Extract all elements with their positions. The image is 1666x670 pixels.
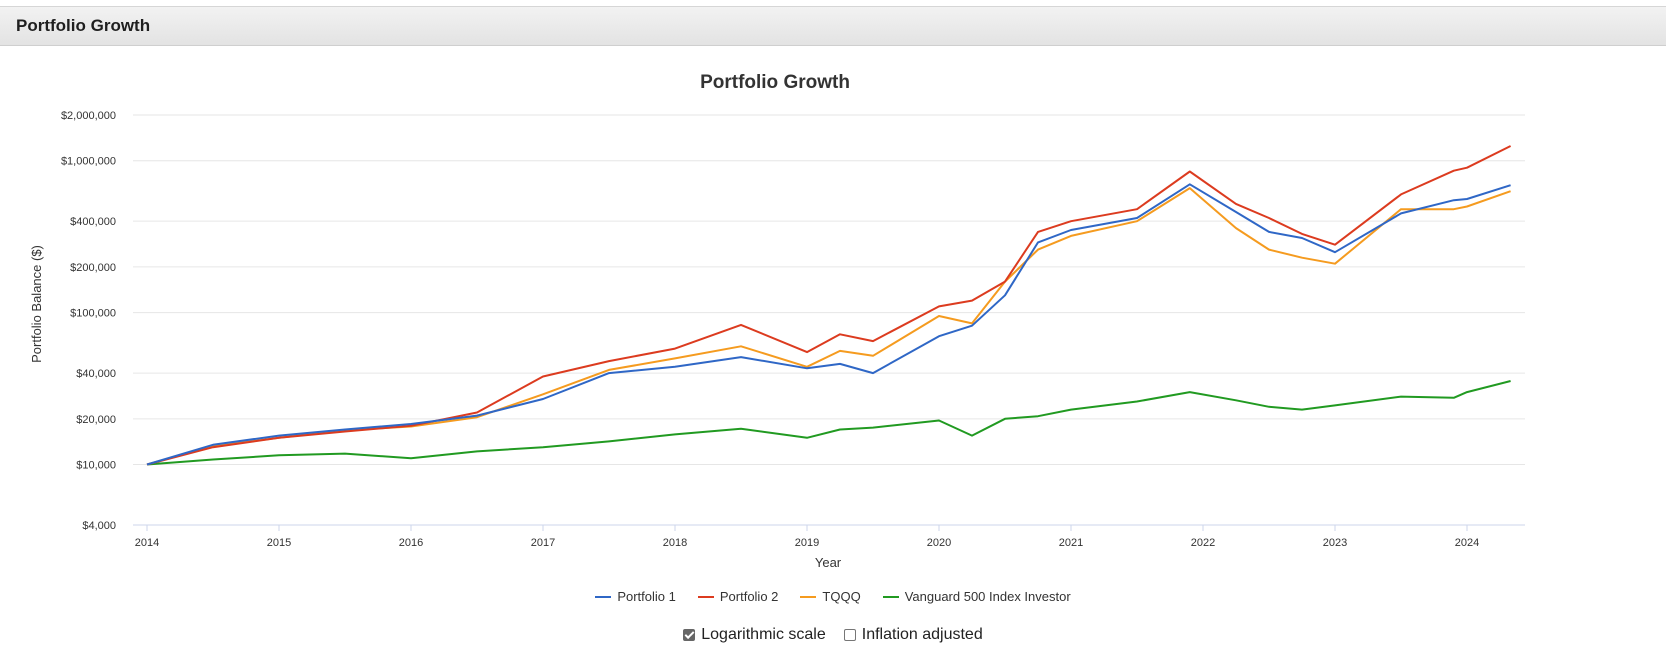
legend-label: Portfolio 1 [617,589,676,604]
legend-swatch [882,595,899,598]
y-axis-ticks: $4,000 $10,000 $20,000 $40,000 $100,000 $200,… [61,110,116,532]
x-axis-ticks: 2014 2015 2016 2017 2018 2019 2020 2021 2022 2023… [135,525,1479,549]
x-tick-label: 2024 [1455,537,1479,549]
legend-label: Portfolio 2 [719,589,779,604]
y-tick-label: $20,000 [76,414,116,426]
legend-item[interactable]: Vanguard 500 Index Investor [882,589,1071,604]
series-lines [146,145,1512,466]
legend-item[interactable]: TQQQ [800,589,861,604]
x-tick-label: 2017 [531,537,555,549]
series-line-portfolio-2[interactable] [146,145,1512,466]
log-scale-label: Logarithmic scale [701,626,826,643]
legend-label: Vanguard 500 Index Investor [904,589,1071,604]
portfolio-growth-chart: Portfolio Growth $4,000 $10,000 $20,000 $40… [29,72,1525,570]
y-tick-label: $40,000 [76,368,116,380]
legend-swatch [697,595,714,598]
x-axis-label: Year [815,555,842,570]
gridlines [133,114,1525,466]
x-tick-label: 2022 [1191,537,1215,549]
series-line-vanguard-500-index-investor[interactable] [146,380,1511,466]
legend-item[interactable]: Portfolio 2 [697,589,779,604]
y-tick-label: $200,000 [70,262,116,274]
chart-options: Logarithmic scale Inflation adjusted [0,626,1666,644]
x-tick-label: 2016 [399,537,423,549]
series-line-tqqq[interactable] [146,187,1511,466]
x-tick-label: 2015 [267,537,291,549]
legend-swatch [800,595,817,598]
series-line-portfolio-1[interactable] [146,183,1511,466]
legend-swatch [595,595,612,598]
inflation-adjusted-label: Inflation adjusted [861,626,983,643]
y-tick-label: $1,000,000 [61,156,116,168]
x-tick-label: 2023 [1323,537,1347,549]
x-tick-label: 2018 [663,537,687,549]
panel-header: Portfolio Growth [0,6,1666,46]
log-scale-checkbox[interactable] [683,629,696,641]
x-tick-label: 2021 [1059,537,1083,549]
legend-item[interactable]: Portfolio 1 [595,589,676,604]
inflation-adjusted-checkbox[interactable] [843,629,856,641]
x-tick-label: 2019 [795,537,819,549]
y-tick-label: $10,000 [76,460,116,472]
y-tick-label: $100,000 [70,308,116,320]
log-scale-toggle[interactable]: Logarithmic scale [683,626,826,644]
legend-label: TQQQ [822,589,861,604]
y-tick-label: $400,000 [70,216,116,228]
x-tick-label: 2014 [135,537,159,549]
y-tick-label: $4,000 [82,520,116,532]
y-axis-label: Portfolio Balance ($) [29,245,44,363]
chart-legend: Portfolio 1 Portfolio 2 TQQQ Vanguard 500 I… [0,589,1666,604]
y-tick-label: $2,000,000 [61,110,116,122]
chart-title: Portfolio Growth [700,72,850,93]
inflation-adjusted-toggle[interactable]: Inflation adjusted [843,626,983,644]
x-tick-label: 2020 [927,537,951,549]
panel-title: Portfolio Growth [16,16,151,35]
